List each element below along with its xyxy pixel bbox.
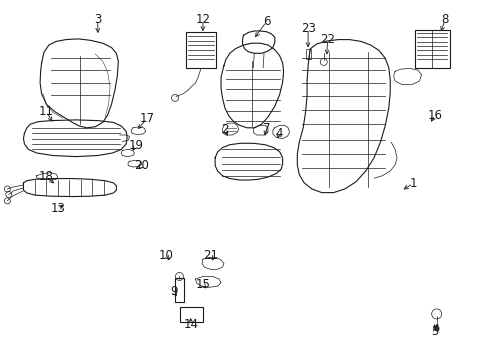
Text: 14: 14 (183, 318, 198, 330)
Bar (180, 307, 203, 322)
Text: 15: 15 (195, 278, 210, 291)
Text: 10: 10 (159, 249, 173, 262)
Text: 12: 12 (195, 13, 210, 26)
Text: 3: 3 (94, 13, 102, 26)
Text: 13: 13 (50, 202, 65, 215)
Text: 9: 9 (169, 285, 177, 298)
Text: 18: 18 (39, 170, 54, 183)
Bar (185, 32, 216, 68)
Text: 11: 11 (39, 105, 54, 118)
Text: 1: 1 (408, 177, 416, 190)
Text: 2: 2 (221, 123, 228, 136)
Text: 23: 23 (300, 22, 315, 35)
Text: 6: 6 (262, 15, 270, 28)
Bar (414, 30, 449, 68)
Bar (305, 49, 310, 59)
Text: 8: 8 (440, 13, 448, 26)
Text: 16: 16 (427, 109, 442, 122)
Text: 17: 17 (139, 112, 154, 125)
Bar (175, 278, 183, 302)
Text: 7: 7 (262, 122, 270, 135)
Text: 4: 4 (274, 127, 282, 140)
Text: 20: 20 (134, 159, 149, 172)
Text: 22: 22 (320, 33, 334, 46)
Text: 19: 19 (128, 139, 143, 152)
Text: 21: 21 (203, 249, 217, 262)
Text: 5: 5 (430, 325, 438, 338)
